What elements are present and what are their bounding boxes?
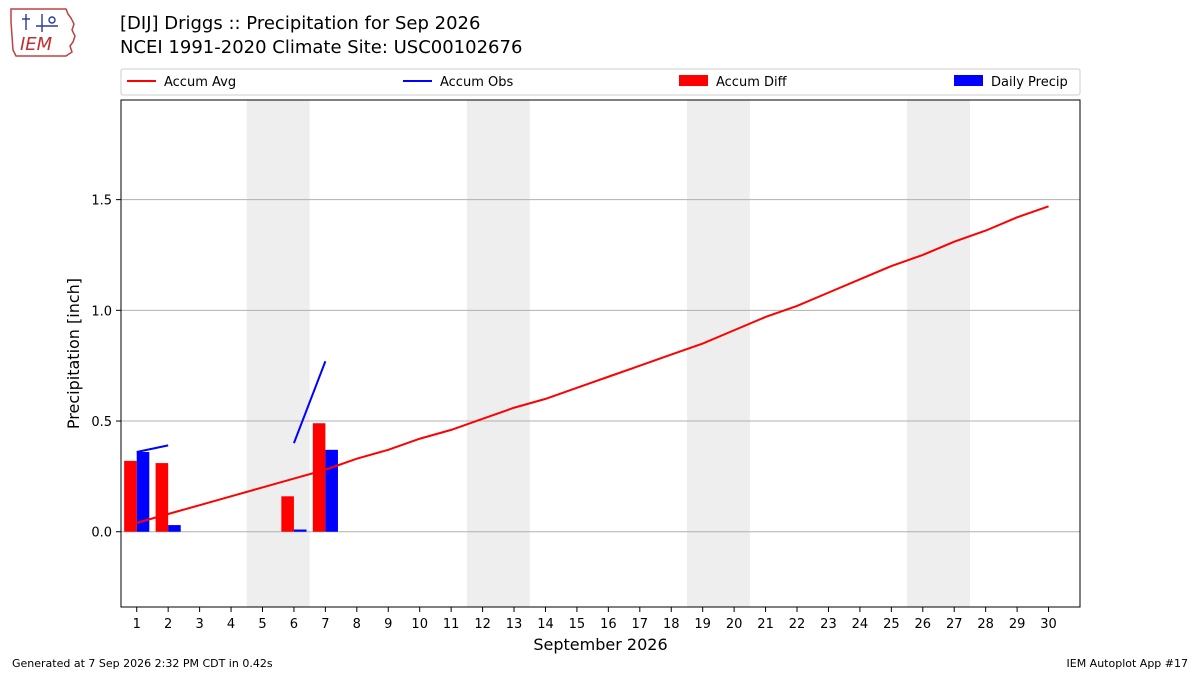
x-tick-label: 3 [195,617,203,632]
x-tick-label: 18 [663,617,680,632]
daily-precip-bar [136,452,150,532]
legend-swatch [954,75,983,86]
accum-diff-bar [124,460,137,532]
generated-note: Generated at 7 Sep 2026 2:32 PM CDT in 0… [12,657,273,670]
weekend-shade [246,100,310,607]
x-tick-label: 11 [443,617,460,632]
x-tick-label: 30 [1040,617,1057,632]
x-axis: 1 2 3 4 5 6 7 8 9 10 11 12 13 14 15 16 17 18 19 20 21 22 23 24 2… [133,607,1057,632]
legend-box [120,68,1081,96]
x-tick-label: 28 [977,617,994,632]
x-tick-label: 20 [726,617,743,632]
x-tick-label: 21 [757,617,774,632]
page-subtitle: NCEI 1991-2020 Climate Site: USC00102676 [120,37,523,58]
y-axis-label: Precipitation [inch] [64,278,83,429]
x-tick-label: 14 [537,617,554,632]
plot-background [121,100,1080,607]
y-axis: 0.0 0.5 1.0 1.5 [91,194,121,541]
x-tick-label: 9 [384,617,392,632]
logo-text: IEM [20,34,53,55]
legend-label: Accum Avg [164,75,236,90]
daily-precip-bar [293,529,307,532]
x-tick-label: 24 [852,617,869,632]
daily-precip-bar [325,449,338,532]
legend: Accum Avg Accum Obs Accum Diff Daily Precip [120,68,1081,96]
legend-label: Daily Precip [991,75,1068,90]
accum-obs-line [136,444,169,454]
y-tick-label: 0.0 [91,526,112,541]
legend-label: Accum Obs [440,75,513,90]
plot-frame [120,99,1081,608]
x-axis-label: September 2026 [533,635,667,654]
x-tick-label: 6 [290,617,298,632]
accum-diff-bar [312,423,326,532]
x-tick-label: 29 [1009,617,1026,632]
x-tick-label: 25 [883,617,900,632]
grid-lines [121,199,1080,533]
x-tick-label: 1 [133,617,141,632]
x-tick-label: 17 [632,617,649,632]
y-tick-label: 0.5 [91,415,112,430]
x-tick-label: 2 [164,617,172,632]
x-tick-label: 19 [694,617,711,632]
accum-avg-line [136,205,1049,524]
y-tick-label: 1.0 [91,304,112,319]
accum-obs-line [293,360,327,444]
x-tick-label: 26 [915,617,932,632]
page-title: [DIJ] Driggs :: Precipitation for Sep 20… [120,13,481,34]
x-tick-label: 5 [258,617,266,632]
legend-swatch [679,75,708,86]
x-tick-label: 4 [227,617,235,632]
weekend-shade [466,100,530,607]
x-tick-label: 27 [946,617,963,632]
x-tick-label: 16 [600,617,617,632]
x-tick-label: 8 [353,617,361,632]
accum-diff-bar [281,496,294,532]
iem-logo: IEM [10,8,76,57]
legend-label: Accum Diff [716,75,788,90]
x-tick-label: 22 [789,617,806,632]
x-tick-label: 15 [569,617,586,632]
lines-layer [136,205,1049,524]
x-tick-label: 7 [321,617,329,632]
x-tick-label: 12 [474,617,491,632]
accum-diff-bar [155,463,169,532]
weekend-shade [907,100,970,607]
x-tick-label: 23 [820,617,837,632]
x-tick-label: 13 [506,617,523,632]
y-tick-label: 1.5 [91,194,112,209]
x-tick-label: 10 [411,617,428,632]
app-note: IEM Autoplot App #17 [1066,657,1189,670]
daily-precip-bar [168,525,181,532]
weekend-shade [686,100,750,607]
